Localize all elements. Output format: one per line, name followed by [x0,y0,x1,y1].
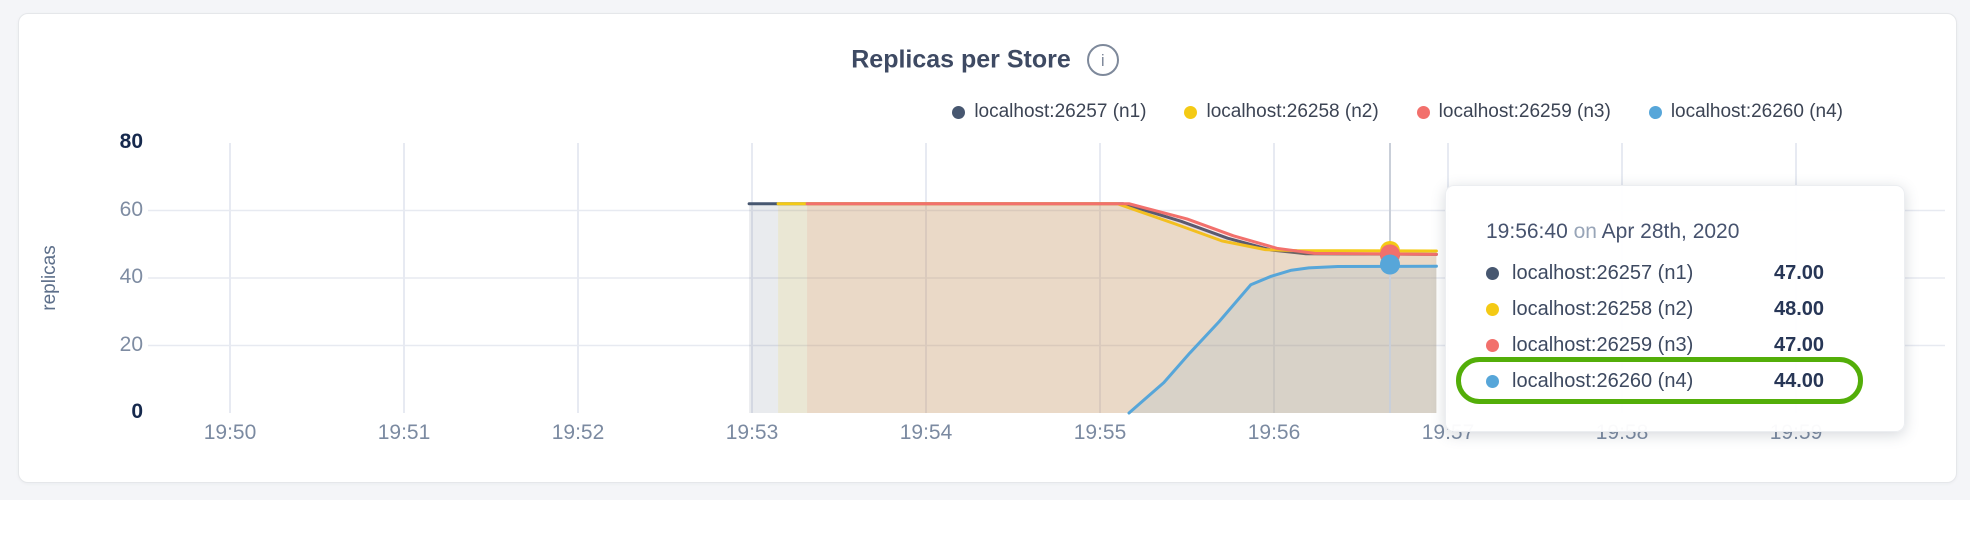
series-area [1129,266,1437,413]
legend-item: localhost:26258 (n2) [1184,101,1379,123]
legend-item: localhost:26259 (n3) [1416,101,1611,123]
legend-dot-icon [1648,105,1662,119]
chart-title: Replicas per Store [851,45,1071,74]
series-area [778,203,1437,413]
hover-dot [1380,254,1400,275]
legend-dot-icon [1184,105,1198,119]
tooltip-series-dot-icon [1486,338,1499,352]
tooltip-series-value: 47.00 [1774,261,1825,284]
chart-legend: localhost:26257 (n1) localhost:26258 (n2)… [952,101,1843,123]
tooltip-series-dot-icon [1486,374,1499,388]
series-line [805,202,1438,256]
hover-tooltip: 19:56:40 on Apr 28th, 2020 localhost:262… [1445,185,1905,432]
tooltip-row: localhost:26260 (n4) 44.00 [1446,357,1904,404]
tooltip-series-dot-icon [1486,302,1499,316]
tooltip-time: 19:56:40 [1486,220,1568,243]
tooltip-series-label: localhost:26259 (n3) [1512,333,1694,356]
series-area [749,203,1437,413]
tooltip-series-label: localhost:26257 (n1) [1512,261,1694,284]
legend-label: localhost:26257 (n1) [974,101,1147,122]
tooltip-date: Apr 28th, 2020 [1601,220,1740,243]
series-line [1127,264,1438,415]
series-area [807,203,1437,413]
chart-header: Replicas per Store i [0,44,1970,76]
tooltip-series-label: localhost:26258 (n2) [1512,297,1694,320]
legend-item: localhost:26260 (n4) [1648,101,1843,123]
legend-label: localhost:26259 (n3) [1438,101,1611,122]
tooltip-series-value: 44.00 [1774,369,1825,392]
tooltip-series-dot-icon [1486,266,1499,280]
tooltip-connector: on [1573,220,1597,243]
tooltip-row: localhost:26259 (n3) 47.00 [1446,327,1904,363]
tooltip-timestamp: 19:56:40 on Apr 28th, 2020 [1486,220,1904,244]
tooltip-rows: localhost:26257 (n1) 47.00 localhost:26258… [1446,255,1904,404]
legend-label: localhost:26260 (n4) [1670,101,1843,122]
tooltip-row: localhost:26258 (n2) 48.00 [1446,291,1904,327]
legend-item: localhost:26257 (n1) [952,101,1146,123]
info-icon[interactable]: i [1086,44,1119,76]
tooltip-row: localhost:26257 (n1) 47.00 [1446,255,1904,291]
tooltip-series-value: 48.00 [1774,297,1825,320]
tooltip-series-value: 47.00 [1774,333,1825,356]
legend-dot-icon [952,105,966,119]
tooltip-series-label: localhost:26260 (n4) [1512,369,1694,392]
legend-dot-icon [1416,105,1430,119]
legend-label: localhost:26258 (n2) [1206,101,1379,122]
